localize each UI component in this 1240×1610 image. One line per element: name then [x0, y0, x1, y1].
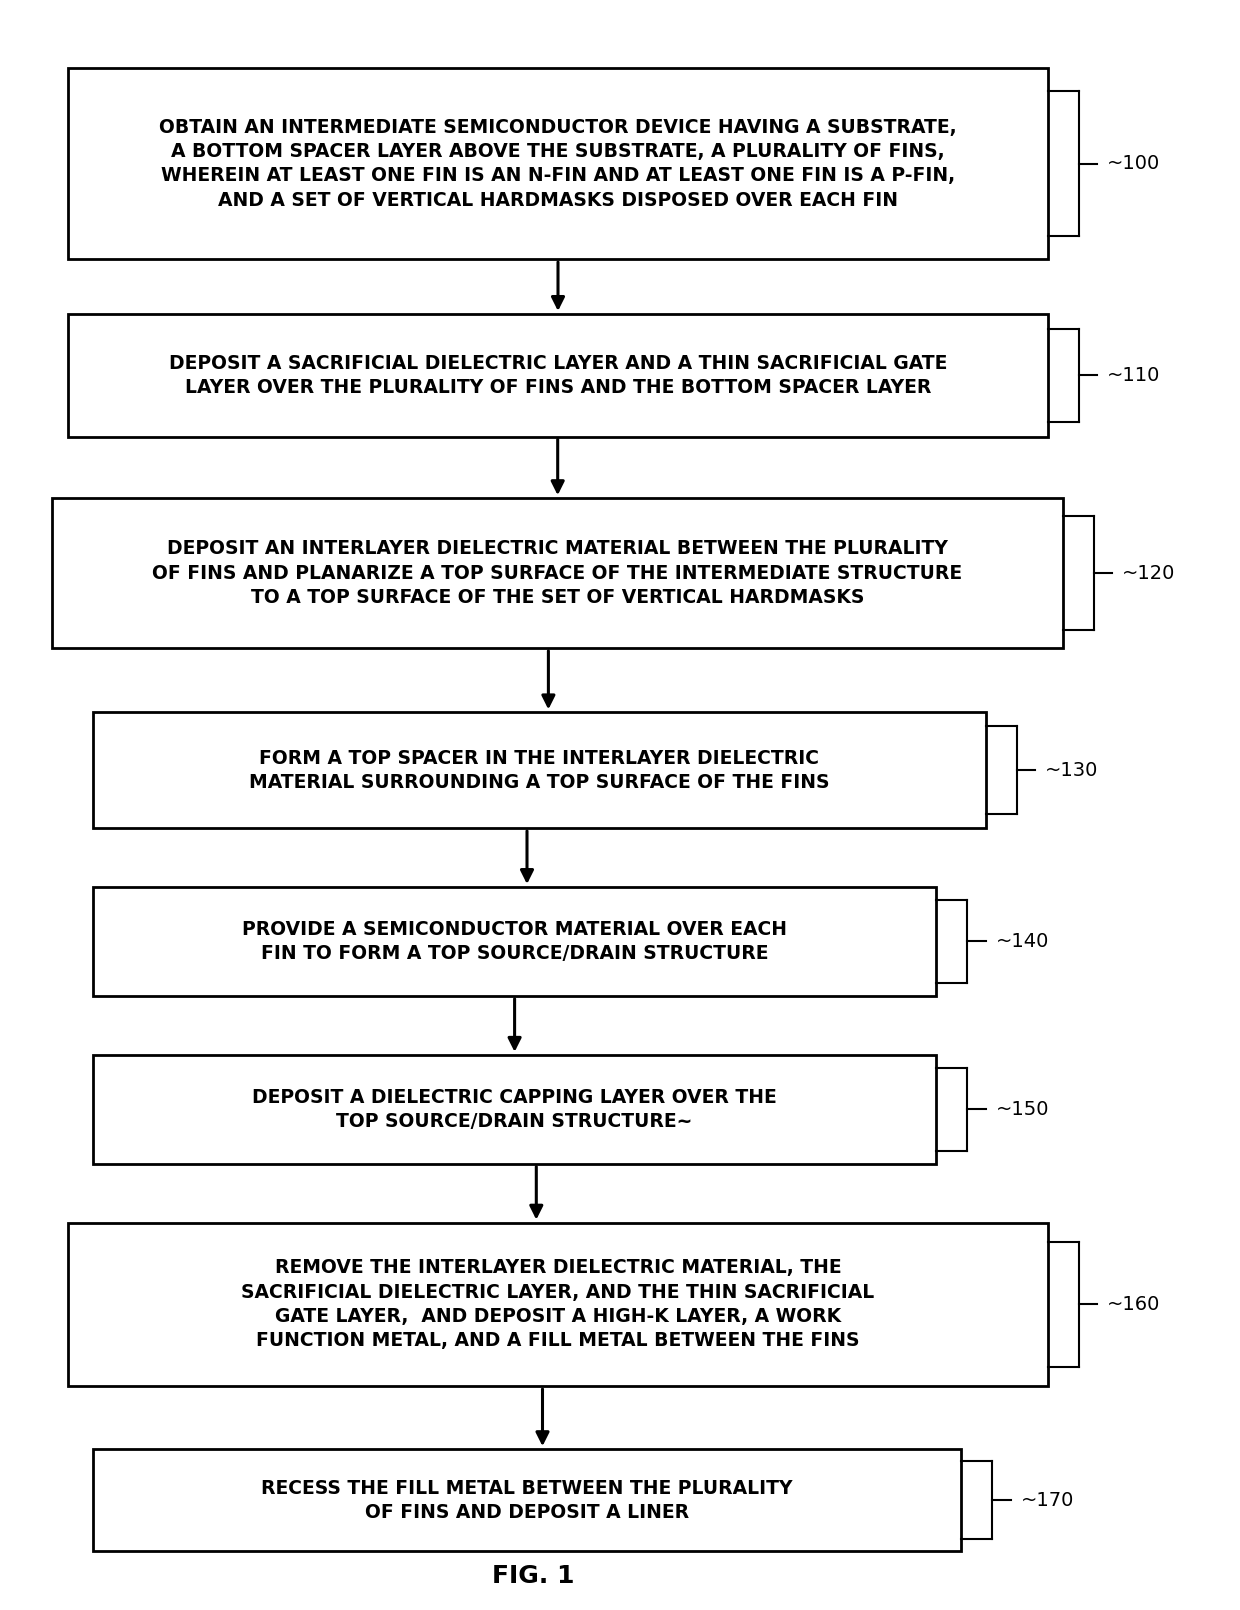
- Bar: [93, 712, 986, 828]
- Text: ~130: ~130: [1045, 760, 1099, 779]
- Text: ~120: ~120: [1122, 564, 1176, 583]
- Bar: [93, 1449, 961, 1552]
- Text: OBTAIN AN INTERMEDIATE SEMICONDUCTOR DEVICE HAVING A SUBSTRATE,
A BOTTOM SPACER : OBTAIN AN INTERMEDIATE SEMICONDUCTOR DEV…: [159, 118, 957, 209]
- Text: DEPOSIT A DIELECTRIC CAPPING LAYER OVER THE
TOP SOURCE/DRAIN STRUCTURE~: DEPOSIT A DIELECTRIC CAPPING LAYER OVER …: [252, 1088, 777, 1130]
- Text: RECESS THE FILL METAL BETWEEN THE PLURALITY
OF FINS AND DEPOSIT A LINER: RECESS THE FILL METAL BETWEEN THE PLURAL…: [262, 1478, 792, 1521]
- Text: REMOVE THE INTERLAYER DIELECTRIC MATERIAL, THE
SACRIFICIAL DIELECTRIC LAYER, AND: REMOVE THE INTERLAYER DIELECTRIC MATERIA…: [242, 1259, 874, 1351]
- Bar: [52, 497, 1063, 649]
- Text: ~160: ~160: [1107, 1294, 1161, 1314]
- Text: PROVIDE A SEMICONDUCTOR MATERIAL OVER EACH
FIN TO FORM A TOP SOURCE/DRAIN STRUCT: PROVIDE A SEMICONDUCTOR MATERIAL OVER EA…: [242, 919, 787, 963]
- Text: ~150: ~150: [996, 1100, 1049, 1119]
- Bar: [68, 1222, 1048, 1386]
- Bar: [93, 887, 936, 997]
- Text: ~110: ~110: [1107, 365, 1161, 385]
- Text: FORM A TOP SPACER IN THE INTERLAYER DIELECTRIC
MATERIAL SURROUNDING A TOP SURFAC: FORM A TOP SPACER IN THE INTERLAYER DIEL…: [249, 749, 830, 792]
- Text: ~170: ~170: [1021, 1491, 1074, 1510]
- Text: ~100: ~100: [1107, 155, 1161, 174]
- Bar: [68, 314, 1048, 436]
- Text: FIG. 1: FIG. 1: [492, 1563, 574, 1587]
- Text: DEPOSIT A SACRIFICIAL DIELECTRIC LAYER AND A THIN SACRIFICIAL GATE
LAYER OVER TH: DEPOSIT A SACRIFICIAL DIELECTRIC LAYER A…: [169, 354, 947, 396]
- Text: DEPOSIT AN INTERLAYER DIELECTRIC MATERIAL BETWEEN THE PLURALITY
OF FINS AND PLAN: DEPOSIT AN INTERLAYER DIELECTRIC MATERIA…: [153, 539, 962, 607]
- Bar: [68, 68, 1048, 259]
- Text: ~140: ~140: [996, 932, 1049, 952]
- Bar: [93, 1055, 936, 1164]
